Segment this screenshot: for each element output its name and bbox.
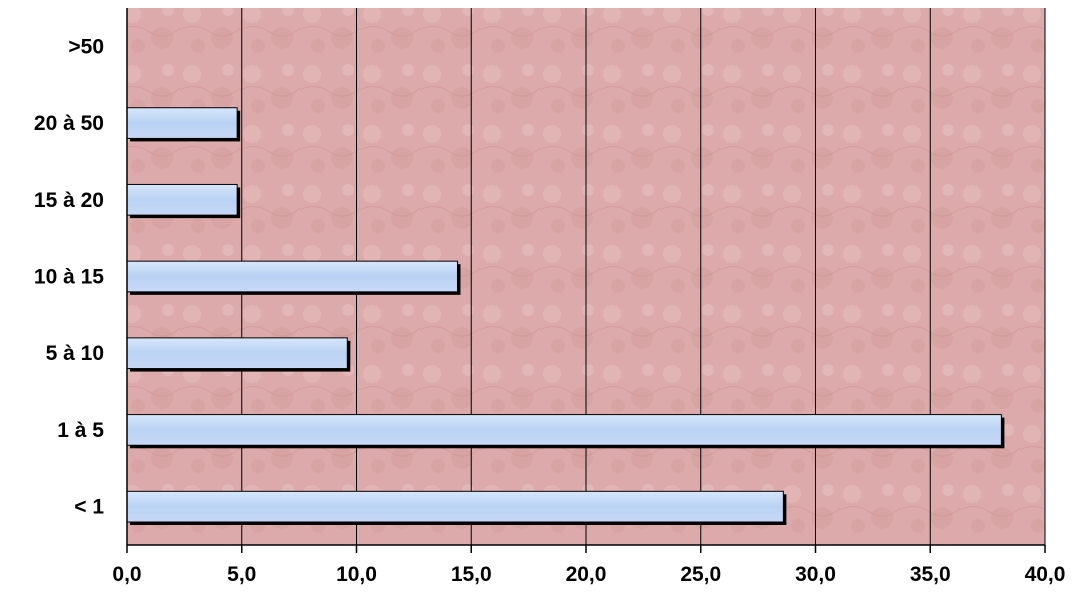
- x-tick-label: 35,0: [910, 563, 951, 586]
- category-labels: < 1 1 à 5 5 à 10 10 à 15 15 à 20 20 à 50 >50: [34, 35, 104, 518]
- category-label: 1 à 5: [57, 419, 104, 442]
- x-tick-label: 40,0: [1025, 563, 1066, 586]
- x-tick-label: 20,0: [566, 563, 607, 586]
- bar: [126, 337, 348, 370]
- category-label: 10 à 15: [34, 266, 104, 289]
- x-tick-label: 30,0: [795, 563, 836, 586]
- x-tick-label: 25,0: [680, 563, 721, 586]
- category-label: >50: [68, 35, 104, 58]
- bar: [126, 107, 238, 139]
- category-label: 15 à 20: [34, 189, 104, 212]
- bar: [126, 183, 238, 216]
- bar: [126, 260, 458, 293]
- bars: [126, 107, 1005, 525]
- category-label: < 1: [74, 496, 104, 519]
- x-tick-label: 5,0: [227, 563, 256, 586]
- x-tick-label: 0,0: [112, 563, 141, 586]
- x-axis-ticks: 0,0 5,0 10,0 15,0 20,0 25,0 30,0 35,0 40,0: [112, 545, 1065, 586]
- category-label: 20 à 50: [34, 112, 104, 135]
- x-tick-label: 15,0: [451, 563, 492, 586]
- bar: [126, 414, 1002, 446]
- category-label: 5 à 10: [46, 342, 104, 365]
- bar: [126, 490, 784, 523]
- x-tick-label: 10,0: [336, 563, 377, 586]
